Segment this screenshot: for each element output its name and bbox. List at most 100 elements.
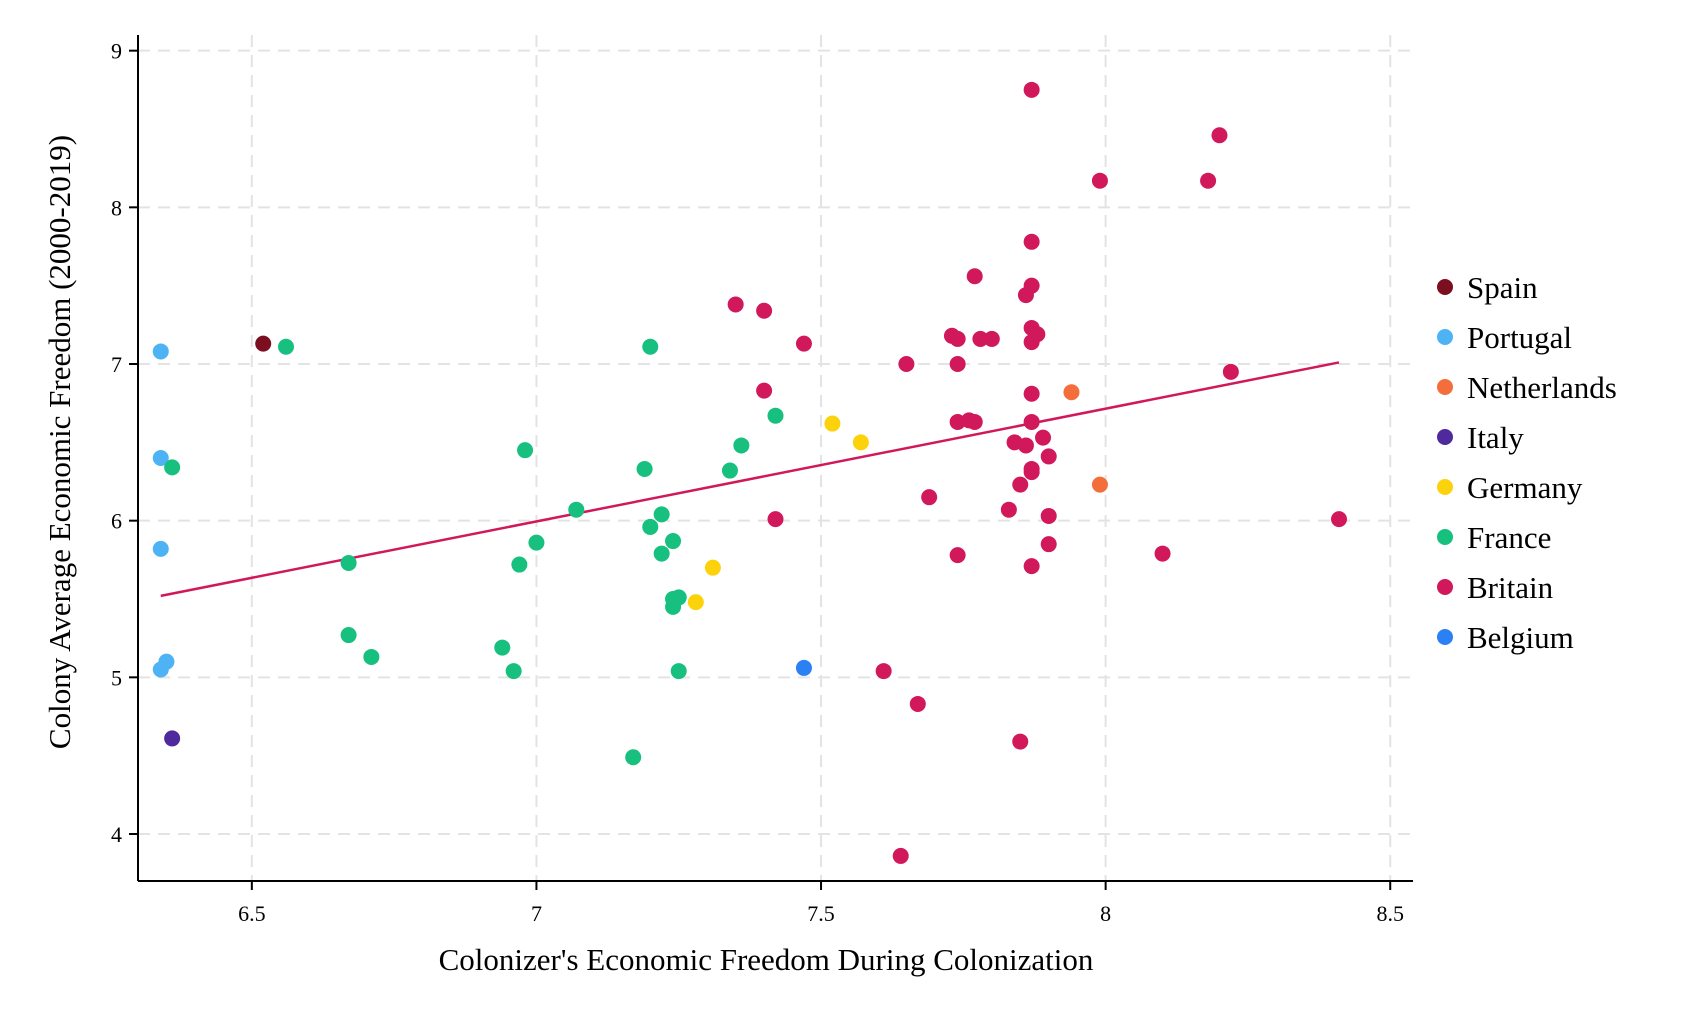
point-france [528,534,545,551]
point-france [665,598,682,615]
point-france [505,663,522,680]
point-france [721,462,738,479]
point-netherlands [1091,476,1108,493]
point-britain [767,511,784,528]
point-france [340,627,357,644]
point-france [517,442,534,459]
point-france [568,501,585,518]
point-britain [966,268,983,285]
point-germany [852,434,869,451]
point-spain [255,335,272,352]
legend-marker-portugal [1437,329,1453,345]
point-germany [704,559,721,576]
point-france [340,554,357,571]
point-britain [1023,385,1040,402]
point-portugal [152,661,169,678]
point-france [767,407,784,424]
point-britain [1023,558,1040,575]
point-france [642,338,659,355]
legend-marker-spain [1437,279,1453,295]
y-axis-title: Colony Average Economic Freedom (2000-20… [42,135,77,749]
x-axis-title: Colonizer's Economic Freedom During Colo… [439,942,1094,977]
point-france [494,639,511,656]
point-france [653,506,670,523]
point-britain [1211,127,1228,144]
point-britain [909,695,926,712]
point-britain [966,413,983,430]
x-tick-label: 8 [1100,901,1111,926]
point-britain [1012,476,1029,493]
point-britain [1035,429,1052,446]
point-britain [1091,172,1108,189]
legend: Spain Portugal Netherlands Italy Germany Fran… [1437,270,1617,655]
legend-marker-france [1437,529,1453,545]
legend-label-britain: Britain [1467,570,1554,605]
point-netherlands [1063,384,1080,401]
x-tick-label: 7 [531,901,542,926]
data-points [152,81,1348,864]
point-germany [824,415,841,432]
y-tick-label: 6 [111,509,122,534]
y-tick-label: 5 [111,665,122,690]
legend-marker-italy [1437,429,1453,445]
fit-line [160,361,1340,598]
point-france [665,533,682,550]
point-italy [164,730,181,747]
point-france [636,460,653,477]
y-tick-label: 4 [111,822,122,847]
point-france [277,338,294,355]
point-britain [1154,545,1171,562]
point-britain [1331,511,1348,528]
point-britain [1012,733,1029,750]
axes: 6.5 7 7.5 8 8.5 4 5 6 7 8 9 [111,35,1413,926]
point-britain [921,489,938,506]
legend-label-italy: Italy [1467,420,1524,455]
point-france [363,648,380,665]
x-tick-label: 8.5 [1376,901,1404,926]
legend-label-spain: Spain [1467,270,1538,305]
point-britain [1023,233,1040,250]
point-britain [1023,81,1040,98]
point-britain [1040,448,1057,465]
point-france [164,459,181,476]
point-france [625,749,642,766]
point-britain [1017,287,1034,304]
point-britain [756,302,773,319]
point-france [642,518,659,535]
point-portugal [152,540,169,557]
legend-marker-britain [1437,579,1453,595]
point-britain [756,382,773,399]
point-britain [898,356,915,372]
point-britain [795,335,812,352]
legend-label-belgium: Belgium [1467,620,1574,655]
point-britain [1029,326,1046,343]
legend-label-germany: Germany [1467,470,1583,505]
point-germany [687,594,704,611]
point-france [511,556,528,573]
point-britain [1222,363,1239,380]
legend-marker-belgium [1437,629,1453,645]
point-britain [892,847,909,864]
legend-label-portugal: Portugal [1467,320,1572,355]
legend-label-france: France [1467,520,1551,555]
point-britain [1017,437,1034,454]
point-portugal [152,343,169,360]
point-britain [1040,507,1057,524]
legend-marker-germany [1437,479,1453,495]
point-britain [949,547,966,564]
point-france [653,545,670,562]
point-britain [949,356,966,372]
point-britain [875,663,892,680]
point-britain [949,330,966,347]
y-tick-label: 7 [111,352,122,377]
grid-lines [138,35,1413,881]
legend-label-netherlands: Netherlands [1467,370,1617,405]
fit-line-group [160,361,1340,598]
point-france [733,437,750,454]
point-britain [1040,536,1057,553]
point-britain [1023,413,1040,430]
y-tick-label: 9 [111,39,122,64]
point-britain [1200,172,1217,189]
point-britain [1000,501,1017,518]
